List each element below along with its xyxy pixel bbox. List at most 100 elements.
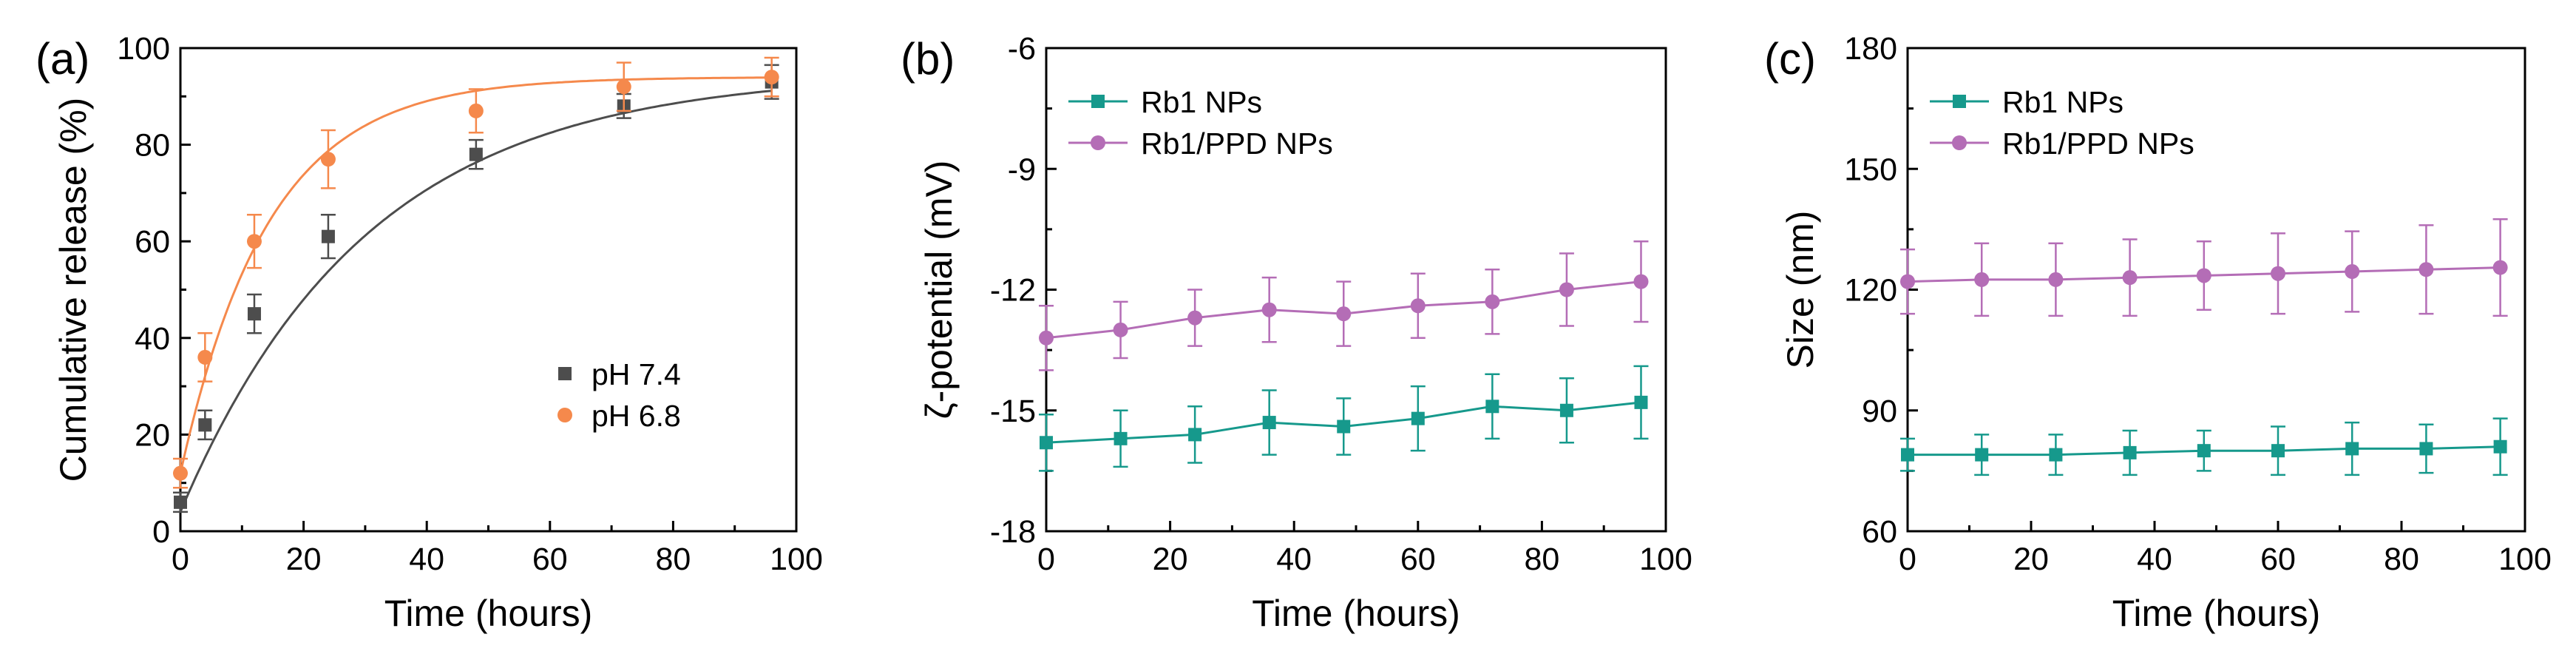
legend-label: pH 6.8 <box>592 399 681 433</box>
y-tick-label: -6 <box>1008 31 1036 67</box>
data-point-circle <box>320 152 336 167</box>
panel-label: (b) <box>901 34 955 84</box>
legend-marker <box>1091 135 1105 150</box>
legend-item: pH 7.4 <box>558 357 681 391</box>
data-point-circle <box>1974 272 1990 287</box>
data-point-square <box>247 307 261 321</box>
legend-label: Rb1/PPD NPs <box>2002 127 2194 161</box>
legend-item: Rb1/PPD NPs <box>1068 127 1333 161</box>
data-point-circle <box>2419 262 2434 277</box>
x-axis-label: Time (hours) <box>2112 593 2321 634</box>
y-tick-label: 60 <box>135 224 170 260</box>
y-tick-label: 40 <box>135 321 170 357</box>
fit-curve <box>179 76 772 474</box>
x-tick-label: 0 <box>1899 542 1916 577</box>
data-point-square <box>321 229 335 243</box>
data-point-square <box>2197 444 2211 458</box>
data-point-square <box>1901 448 1914 462</box>
data-point-square <box>1114 431 1128 445</box>
data-point-circle <box>1410 298 1426 314</box>
data-point-circle <box>1113 322 1128 337</box>
panel-label: (a) <box>35 34 89 84</box>
y-axis-label: ζ-potential (mV) <box>918 161 960 420</box>
data-point-circle <box>2271 266 2285 281</box>
data-point-square <box>2493 439 2507 454</box>
legend-item: pH 6.8 <box>557 399 681 433</box>
legend-label: Rb1 NPs <box>2002 85 2123 119</box>
legend-label: Rb1 NPs <box>1141 85 1262 119</box>
y-tick-label: 80 <box>135 128 170 164</box>
data-point-circle <box>1485 294 1500 309</box>
legend-marker <box>1952 135 1967 150</box>
x-tick-label: 20 <box>286 542 322 577</box>
y-tick-label: 20 <box>135 417 170 453</box>
x-tick-label: 60 <box>532 542 568 577</box>
x-tick-label: 40 <box>1276 542 1312 577</box>
data-point-square <box>1040 436 1053 450</box>
legend: Rb1 NPs Rb1/PPD NPs <box>1930 85 2194 161</box>
data-point-square <box>2049 448 2063 462</box>
x-tick-label: 80 <box>2384 542 2419 577</box>
data-point-square <box>1188 428 1202 442</box>
y-axis-label: Size (nm) <box>1780 211 1821 369</box>
legend-marker <box>1091 95 1105 108</box>
data-point-square <box>1262 416 1276 430</box>
y-tick-label: -15 <box>990 394 1036 429</box>
data-point-square <box>2419 442 2433 456</box>
legend-marker <box>558 367 572 380</box>
data-point-circle <box>1039 330 1054 346</box>
series-1 <box>1039 365 1649 472</box>
y-tick-label: 60 <box>1862 514 1897 550</box>
data-point-circle <box>616 79 631 95</box>
data-point-circle <box>1261 302 1277 317</box>
data-point-square <box>1975 448 1989 462</box>
data-point-circle <box>246 234 262 249</box>
data-point-circle <box>173 465 188 481</box>
data-point-circle <box>2048 272 2064 287</box>
legend-label: Rb1/PPD NPs <box>1141 127 1333 161</box>
y-tick-label: -18 <box>990 514 1036 550</box>
x-tick-label: 0 <box>172 542 189 577</box>
x-tick-label: 40 <box>409 542 444 577</box>
data-point-square <box>2345 442 2359 456</box>
y-tick-label: 150 <box>1844 152 1897 187</box>
x-tick-label: 100 <box>1639 542 1692 577</box>
data-point-circle <box>1336 306 1352 322</box>
legend-marker <box>557 408 572 422</box>
y-tick-label: 100 <box>117 31 170 67</box>
y-tick-label: 120 <box>1844 273 1897 309</box>
series-1 <box>1900 417 2508 476</box>
x-tick-label: 60 <box>1400 542 1436 577</box>
data-point-circle <box>2492 260 2508 275</box>
data-point-square <box>2123 445 2137 459</box>
legend: pH 7.4 pH 6.8 <box>557 357 681 433</box>
data-point-circle <box>1633 274 1649 289</box>
series-2 <box>173 56 779 489</box>
chart-panel-1: (a) 0 20 40 60 80 100 0 20 40 60 80 100 Time (hours) C… <box>35 31 823 634</box>
y-tick-label: -9 <box>1008 152 1036 187</box>
chart-panel-3: (c) 0 20 40 60 80 100 60 90 120 150 180 Time (hours)… <box>1764 31 2552 634</box>
x-tick-label: 100 <box>2498 542 2552 577</box>
data-point-circle <box>2196 268 2211 283</box>
x-axis-label: Time (hours) <box>1252 593 1460 634</box>
legend-item: Rb1 NPs <box>1930 85 2123 119</box>
x-tick-label: 20 <box>1153 542 1188 577</box>
data-point-square <box>1559 403 1573 417</box>
x-tick-label: 100 <box>770 542 823 577</box>
data-point-square <box>174 495 187 509</box>
data-point-square <box>1337 420 1351 434</box>
y-tick-label: -12 <box>990 273 1036 309</box>
x-tick-label: 60 <box>2260 542 2296 577</box>
data-point-circle <box>197 349 213 365</box>
series-2 <box>1900 218 2508 317</box>
panel-label: (c) <box>1764 34 1816 84</box>
legend-item: Rb1/PPD NPs <box>1930 127 2194 161</box>
legend-item: Rb1 NPs <box>1068 85 1262 119</box>
legend-marker <box>1953 95 1966 108</box>
y-tick-label: 0 <box>152 514 170 550</box>
data-point-circle <box>2122 270 2138 286</box>
data-point-circle <box>764 70 779 85</box>
data-point-square <box>469 147 483 161</box>
legend-label: pH 7.4 <box>592 357 681 391</box>
